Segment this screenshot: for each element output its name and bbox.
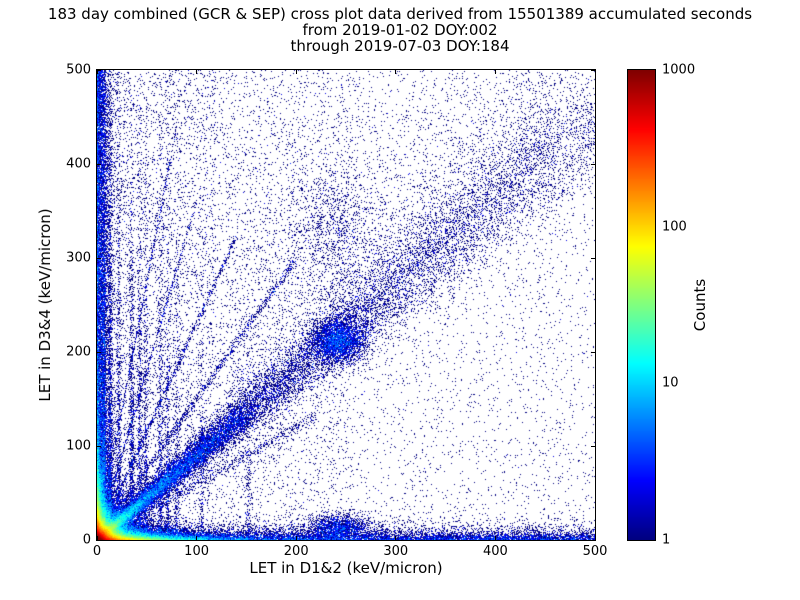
colorbar-tick-label: 10	[662, 375, 679, 391]
y-tick-label: 300	[66, 250, 91, 266]
y-tick-mark-right	[591, 69, 595, 71]
x-tick-label: 100	[184, 544, 210, 559]
x-tick-mark	[96, 536, 98, 540]
y-tick-label: 100	[66, 438, 91, 454]
y-axis-label: LET in D3&4 (keV/micron)	[36, 208, 54, 402]
x-axis-label: LET in D1&2 (keV/micron)	[249, 559, 443, 577]
x-tick-label: 200	[283, 544, 309, 559]
x-tick-label: 0	[92, 544, 102, 559]
x-tick-label: 500	[582, 544, 608, 559]
colorbar	[627, 69, 656, 541]
x-tick-mark-top	[96, 70, 98, 74]
y-tick-mark	[97, 351, 101, 353]
y-tick-mark	[97, 539, 101, 541]
y-tick-mark-right	[591, 257, 595, 259]
y-tick-mark-right	[591, 539, 595, 541]
colorbar-label: Counts	[691, 278, 709, 332]
x-tick-mark-top	[594, 70, 596, 74]
y-tick-mark-right	[591, 163, 595, 165]
y-tick-label: 400	[66, 156, 91, 172]
colorbar-tick-label: 1	[662, 532, 671, 548]
x-tick-mark-top	[395, 70, 397, 74]
x-tick-mark	[494, 536, 496, 540]
colorbar-tick-label: 1000	[662, 62, 696, 78]
y-tick-mark	[97, 163, 101, 165]
chart-subtitle-from: from 2019-01-02 DOY:002	[302, 21, 498, 39]
y-tick-label: 0	[82, 532, 91, 548]
x-tick-mark	[395, 536, 397, 540]
y-tick-mark-right	[591, 445, 595, 447]
x-tick-mark	[594, 536, 596, 540]
x-tick-mark-top	[494, 70, 496, 74]
chart-subtitle-through: through 2019-07-03 DOY:184	[290, 37, 510, 55]
scatter-canvas	[97, 70, 595, 540]
colorbar-tick-label: 100	[662, 219, 687, 235]
title-block: 183 day combined (GCR & SEP) cross plot …	[0, 6, 800, 54]
x-tick-label: 400	[482, 544, 508, 559]
x-tick-mark	[295, 536, 297, 540]
x-tick-mark-top	[196, 70, 198, 74]
y-tick-mark	[97, 257, 101, 259]
y-tick-mark	[97, 69, 101, 71]
y-tick-label: 200	[66, 344, 91, 360]
y-tick-label: 500	[66, 62, 91, 78]
chart-title: 183 day combined (GCR & SEP) cross plot …	[47, 5, 753, 23]
x-tick-label: 300	[383, 544, 409, 559]
colorbar-gradient	[628, 70, 655, 540]
x-tick-mark-top	[295, 70, 297, 74]
y-tick-mark	[97, 445, 101, 447]
plot-area	[96, 69, 596, 541]
y-tick-mark-right	[591, 351, 595, 353]
x-tick-mark	[196, 536, 198, 540]
